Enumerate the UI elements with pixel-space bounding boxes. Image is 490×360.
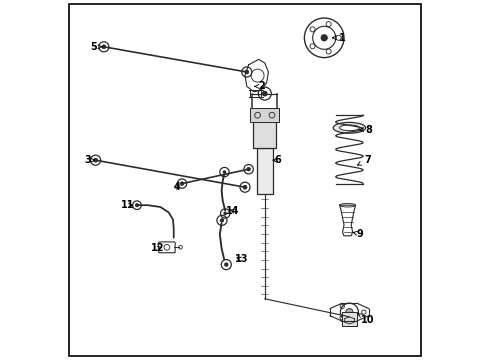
Circle shape [223,212,227,215]
Text: 2: 2 [255,81,265,91]
Text: 13: 13 [235,254,248,264]
Circle shape [243,185,247,189]
Text: 4: 4 [173,182,180,192]
Circle shape [262,91,268,96]
Circle shape [220,218,224,222]
Circle shape [94,158,98,162]
Circle shape [180,182,184,185]
Text: 14: 14 [226,206,239,216]
FancyBboxPatch shape [253,115,276,148]
Text: 1: 1 [332,33,345,43]
FancyBboxPatch shape [250,108,279,122]
Ellipse shape [340,125,359,131]
Circle shape [320,34,328,41]
FancyBboxPatch shape [257,148,273,194]
Circle shape [247,167,250,171]
Circle shape [222,170,226,174]
Text: 9: 9 [353,229,364,239]
Text: 12: 12 [151,243,165,253]
FancyBboxPatch shape [342,312,357,326]
Circle shape [224,262,228,267]
Text: 11: 11 [121,200,135,210]
Circle shape [135,203,139,207]
Text: 10: 10 [358,314,374,325]
Circle shape [102,45,106,49]
Ellipse shape [333,122,366,133]
Text: 8: 8 [360,125,372,135]
Circle shape [346,309,353,316]
Text: 6: 6 [273,155,281,165]
Text: 3: 3 [84,155,95,165]
Circle shape [245,70,249,74]
Text: 7: 7 [358,155,371,165]
Text: 5: 5 [91,42,103,52]
